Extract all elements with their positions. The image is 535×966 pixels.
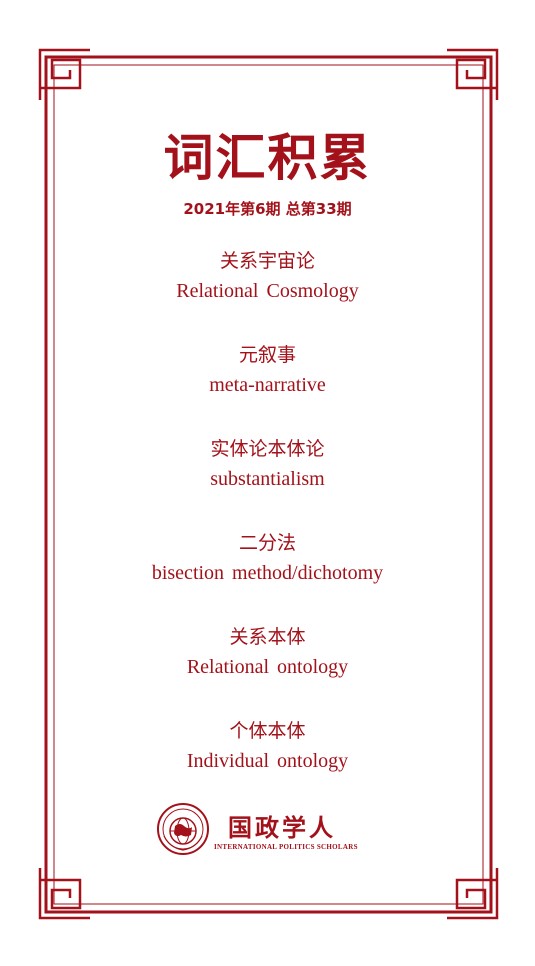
term-item: 二分法 bisection method/dichotomy <box>0 529 535 623</box>
term-english: meta-narrative <box>209 374 326 396</box>
term-chinese: 二分法 <box>238 532 296 554</box>
term-chinese: 实体论本体论 <box>210 438 325 460</box>
logo-subtitle: INTERNATIONAL POLITICS SCHOLARS <box>214 843 358 851</box>
term-item: 个体本体 Individual ontology <box>0 717 535 811</box>
term-chinese: 关系宇宙论 <box>219 250 315 272</box>
term-item: 关系本体 Relational ontology <box>0 623 535 717</box>
term-item: 元叙事 meta-narrative <box>0 341 535 435</box>
term-item: 实体论本体论 substantialism <box>0 435 535 529</box>
term-english: substantialism <box>210 468 325 490</box>
term-chinese: 关系本体 <box>229 626 306 648</box>
page-title: 词汇积累 <box>163 128 372 187</box>
issue-number: 2021年第6期 总第33期 <box>183 200 352 218</box>
term-chinese: 个体本体 <box>229 720 306 742</box>
term-item: 关系宇宙论 Relational Cosmology <box>0 247 535 341</box>
logo-name: 国政学人 <box>228 813 336 842</box>
term-english: Relational Cosmology <box>176 280 359 302</box>
term-chinese: 元叙事 <box>238 344 296 366</box>
term-english: Individual ontology <box>186 750 349 772</box>
globe-seal-icon <box>157 803 209 855</box>
term-english: bisection method/dichotomy <box>151 562 384 584</box>
vocabulary-list: 关系宇宙论 Relational Cosmology 元叙事 meta-narr… <box>0 247 535 811</box>
term-english: Relational ontology <box>186 656 349 678</box>
